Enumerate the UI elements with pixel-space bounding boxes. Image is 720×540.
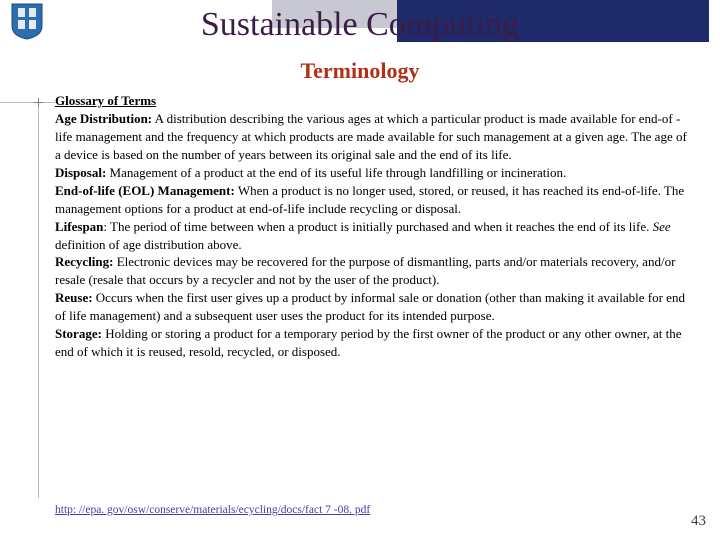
term-name: Storage: — [55, 326, 102, 341]
term-def: Occurs when the first user gives up a pr… — [55, 290, 685, 323]
term-name: Reuse: — [55, 290, 93, 305]
decorative-vline — [38, 102, 39, 498]
term-def: definition of age distribution above. — [55, 237, 242, 252]
term-name: Lifespan — [55, 219, 103, 234]
page-title: Sustainable Computing — [0, 6, 720, 44]
term-name: Age Distribution: — [55, 111, 152, 126]
page-subtitle: Terminology — [0, 58, 720, 84]
decorative-hline — [0, 102, 55, 103]
glossary-heading: Glossary of Terms — [55, 93, 156, 108]
source-link[interactable]: http: //epa. gov/osw/conserve/materials/… — [55, 504, 370, 516]
decorative-cross-icon — [34, 98, 43, 107]
term-def: Electronic devices may be recovered for … — [55, 254, 675, 287]
term-def: Management of a product at the end of it… — [106, 165, 566, 180]
term-def: Holding or storing a product for a tempo… — [55, 326, 682, 359]
term-name: Disposal: — [55, 165, 106, 180]
term-name: End-of-life (EOL) Management: — [55, 183, 235, 198]
term-def-italic: See — [653, 219, 671, 234]
term-def: : The period of time between when a prod… — [103, 219, 652, 234]
page-number: 43 — [691, 513, 706, 530]
term-name: Recycling: — [55, 254, 113, 269]
glossary-content: Glossary of Terms Age Distribution: A di… — [55, 92, 695, 361]
